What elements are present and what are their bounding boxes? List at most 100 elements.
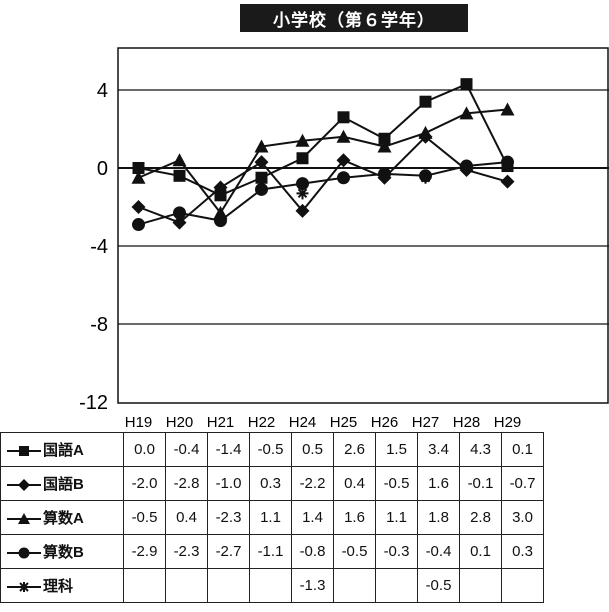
data-label: -0.4 [417,534,460,569]
data-point-series-2 [254,139,269,153]
legend-label: 国語B [43,476,84,493]
data-label: 1.1 [249,500,292,535]
data-label: 1.6 [417,466,460,501]
data-point-series-0 [378,132,391,145]
legend-marker-icon [7,547,41,559]
data-label: -0.5 [333,534,376,569]
data-label: 1.4 [291,500,334,535]
data-point-series-0 [173,169,186,182]
x-tick-label: H26 [371,414,399,431]
data-point-series-3 [255,182,268,196]
data-point-series-2 [459,106,474,120]
x-tick-label: H27 [412,414,440,431]
data-point-series-0 [460,78,473,91]
data-label: -0.5 [417,568,460,603]
chart-plot: 4 0 -4 -8 -12 H19 H20 H21 H22 H24 H25 H26 H27 H28 H29 [79,47,609,431]
data-label: 1.5 [375,432,418,467]
legend-entry: 算数B [0,534,124,569]
data-point-series-0 [214,189,227,202]
data-label: 1.6 [333,500,376,535]
data-point-series-3 [296,177,309,191]
data-point-series-2 [336,129,351,143]
x-tick-label: H22 [248,414,276,431]
data-label: -0.7 [501,466,544,501]
data-label: 0.5 [291,432,334,467]
legend-marker-icon [7,513,41,525]
data-point-series-0 [255,171,268,184]
data-label: -2.3 [207,500,250,535]
data-label: -0.4 [165,432,208,467]
data-point-series-2 [418,125,433,139]
data-point-series-2 [377,139,392,153]
data-label: 1.1 [375,500,418,535]
data-label: -0.5 [123,500,166,535]
x-tick-label: H28 [453,414,481,431]
data-point-series-3 [132,218,145,232]
data-label [165,568,208,603]
data-point-series-3 [337,171,350,185]
legend-entry: 国語B [0,466,124,501]
data-label: -2.2 [291,466,334,501]
data-point-series-2 [295,133,310,147]
data-label: 0.3 [501,534,544,569]
data-label: 1.8 [417,500,460,535]
series-line-1 [138,135,508,224]
legend-label: 算数B [43,544,84,561]
table-row: 算数B -2.9 -2.3 -2.7 -1.1 -0.8 -0.5 -0.3 -0.4 0.1 0.… [0,534,544,569]
table-row: 国語A 0.0 -0.4 -1.4 -0.5 0.5 2.6 1.5 3.4 4.3 0.1 [0,432,544,467]
data-label: -2.8 [165,466,208,501]
legend-label: 算数A [43,510,84,527]
series-line-3 [138,161,508,226]
table-row: 国語B -2.0 -2.8 -1.0 0.3 -2.2 0.4 -0.5 1.6 -0.1 -0.7 [0,466,544,501]
data-point-series-1 [295,203,310,218]
data-point-series-1 [500,174,515,189]
table-row: 理科 -1.3 -0.5 [0,568,544,603]
data-label: -1.0 [207,466,250,501]
data-label: -1.3 [291,568,334,603]
data-label: -2.7 [207,534,250,569]
data-label [333,568,376,603]
data-label: 3.0 [501,500,544,535]
data-point-series-0 [419,95,432,108]
x-tick-label: H25 [330,414,358,431]
data-point-series-3 [378,167,391,181]
legend-entry: 算数A [0,500,124,535]
x-tick-label: H21 [207,414,235,431]
data-label [501,568,544,603]
data-label: -0.5 [249,432,292,467]
legend-marker-icon [7,446,41,457]
legend-entry: 国語A [0,432,124,467]
data-label: -1.4 [207,432,250,467]
data-point-series-2 [500,102,515,116]
data-label: -2.3 [165,534,208,569]
data-label: -0.3 [375,534,418,569]
x-tick-label: H20 [166,414,194,431]
x-tick-label: H19 [125,414,153,431]
data-label: 2.6 [333,432,376,467]
data-label: 0.1 [459,534,502,569]
data-label [249,568,292,603]
data-label: 0.4 [333,466,376,501]
data-label: -2.9 [123,534,166,569]
table-row: 算数A -0.5 0.4 -2.3 1.1 1.4 1.6 1.1 1.8 2.8 3.0 [0,500,544,535]
data-label: -0.8 [291,534,334,569]
y-tick-label: -12 [79,392,108,414]
x-tick-label: H24 [289,414,317,431]
y-tick-label: 0 [97,158,108,180]
data-point-series-1 [213,180,228,195]
y-tick-label: -8 [90,314,108,336]
data-table: 国語A 0.0 -0.4 -1.4 -0.5 0.5 2.6 1.5 3.4 4.3 0.1 国語B -… [0,432,544,603]
data-label: -0.1 [459,466,502,501]
legend-label: 理科 [43,578,74,595]
data-point-series-3 [214,214,227,228]
legend-label: 国語A [43,442,84,459]
data-label: -1.1 [249,534,292,569]
data-point-series-1 [254,155,269,170]
data-point-series-1 [172,215,187,230]
data-point-series-4 [296,187,309,200]
legend-marker-icon [7,582,41,593]
data-point-series-3 [173,206,186,220]
data-label: -2.0 [123,466,166,501]
data-point-series-0 [296,152,309,165]
data-point-series-0 [337,111,350,124]
